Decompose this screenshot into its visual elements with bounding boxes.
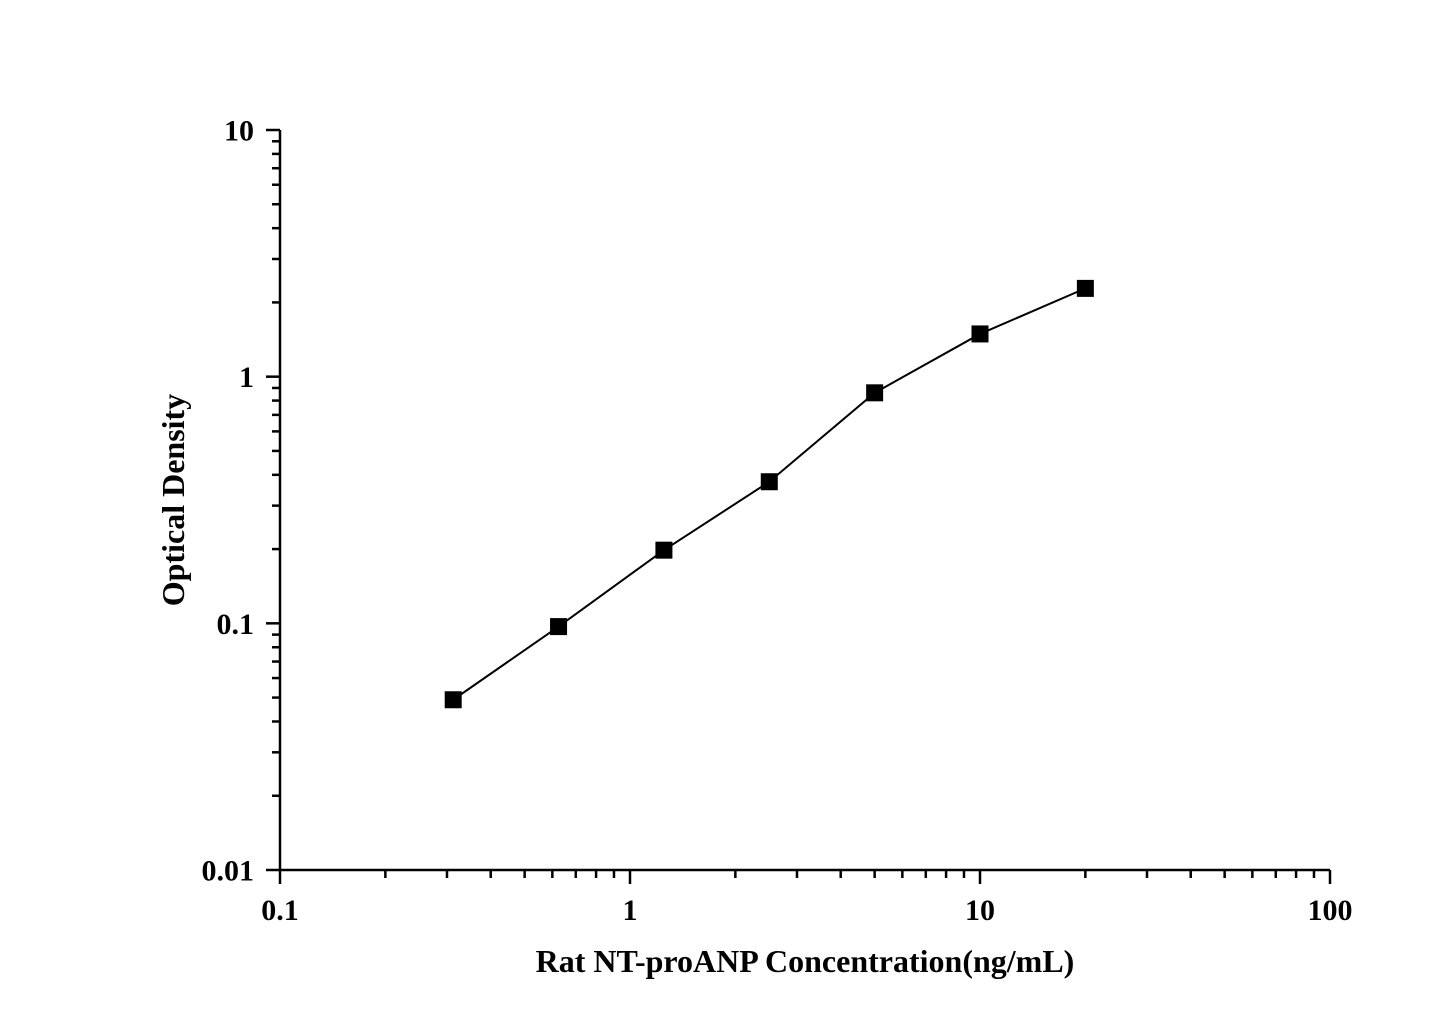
chart-svg: 0.11101000.010.1110Rat NT-proANP Concent… <box>0 0 1445 1009</box>
y-tick-label: 1 <box>239 361 254 394</box>
y-tick-label: 0.1 <box>217 608 255 641</box>
standard-curve-chart: 0.11101000.010.1110Rat NT-proANP Concent… <box>0 0 1445 1009</box>
x-tick-label: 10 <box>965 894 995 927</box>
x-axis-label: Rat NT-proANP Concentration(ng/mL) <box>536 943 1075 979</box>
x-tick-label: 100 <box>1308 894 1353 927</box>
data-marker <box>655 542 672 559</box>
x-tick-label: 1 <box>623 894 638 927</box>
y-tick-label: 0.01 <box>202 855 255 888</box>
data-marker <box>445 691 462 708</box>
y-axis-label: Optical Density <box>155 394 191 606</box>
data-line <box>453 288 1085 699</box>
data-marker <box>972 325 989 342</box>
data-marker <box>761 473 778 490</box>
x-tick-label: 0.1 <box>261 894 299 927</box>
data-marker <box>1077 280 1094 297</box>
data-marker <box>550 618 567 635</box>
data-marker <box>866 384 883 401</box>
y-tick-label: 10 <box>224 115 254 148</box>
